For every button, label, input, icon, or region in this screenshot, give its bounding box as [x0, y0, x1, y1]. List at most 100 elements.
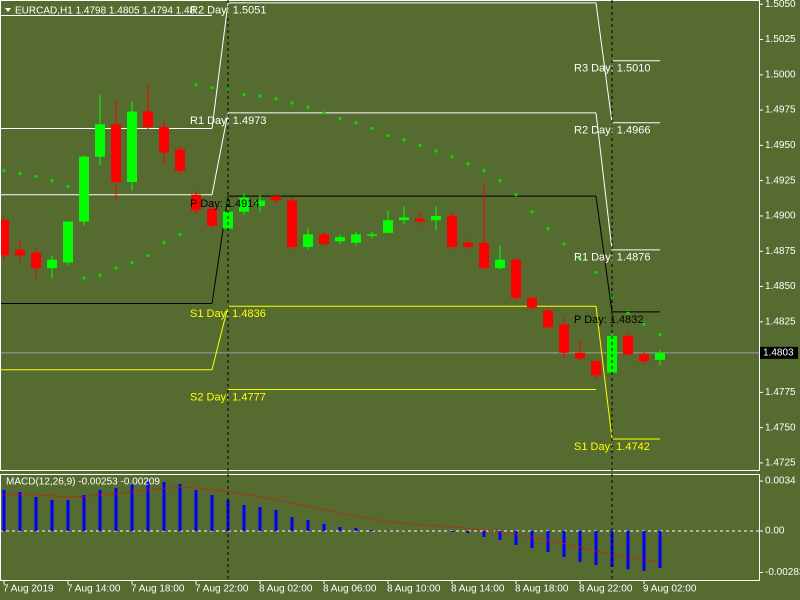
- macd-bar: [530, 530, 534, 548]
- y-tick-label: 0.0034: [765, 476, 796, 487]
- macd-bar: [66, 499, 70, 531]
- sar-dot: [114, 266, 118, 270]
- macd-bar: [146, 481, 150, 531]
- candle-body: [479, 242, 489, 269]
- sar-dot: [178, 232, 182, 236]
- candle-body: [127, 111, 137, 183]
- sar-dot: [498, 179, 502, 183]
- sar-dot: [658, 332, 662, 337]
- macd-bar: [130, 483, 134, 531]
- macd-bar: [514, 530, 518, 545]
- sar-dot: [434, 149, 438, 153]
- sar-dot: [642, 323, 646, 327]
- x-tick-label: 8 Aug 14:00: [451, 584, 505, 595]
- candle-body: [431, 215, 441, 221]
- macd-bar: [354, 528, 358, 531]
- macd-title: MACD(12,26,9) -0.00253 -0.00209: [6, 477, 160, 488]
- macd-pane: [0, 481, 759, 571]
- y-tick-label: 1.5025: [765, 34, 796, 45]
- chart-title: EURCAD,H1 1.4798 1.4805 1.4794 1.48: [15, 6, 196, 17]
- sar-dot: [2, 169, 6, 173]
- macd-bar: [658, 530, 662, 569]
- candle-body: [319, 234, 329, 245]
- pivot-label: P Day: 1.4914: [190, 198, 260, 210]
- macd-bar: [34, 496, 38, 531]
- candle-body: [95, 124, 105, 157]
- sar-dot: [162, 241, 166, 245]
- candle-body: [399, 217, 409, 221]
- candle-body: [207, 208, 217, 226]
- candle-body: [591, 361, 601, 376]
- candle-body: [383, 220, 393, 233]
- macd-bar: [482, 530, 486, 537]
- macd-bar: [242, 504, 246, 531]
- candle-body: [655, 352, 665, 360]
- macd-bar: [194, 490, 198, 531]
- y-tick-label: 1.4950: [765, 140, 796, 151]
- sar-dot: [146, 253, 150, 258]
- macd-bar: [178, 483, 182, 531]
- y-tick-label: 1.4850: [765, 281, 796, 292]
- macd-bar: [466, 530, 470, 534]
- macd-bar: [18, 491, 22, 531]
- pivot-label: R2 Day: 1.5051: [190, 5, 266, 17]
- macd-bar: [594, 530, 598, 566]
- y-tick-label: 1.5050: [765, 0, 796, 10]
- sar-dot: [258, 94, 262, 98]
- sar-dot: [50, 179, 54, 183]
- y-tick-label: 1.4900: [765, 211, 796, 222]
- pivot-transition: [595, 2, 613, 123]
- signal-line: [3, 486, 661, 563]
- x-tick-label: 7 Aug 14:00: [67, 584, 121, 595]
- sar-dot: [626, 311, 630, 315]
- y-tick-label: 1.4825: [765, 316, 796, 327]
- macd-bar: [114, 487, 118, 531]
- candle-body: [191, 194, 201, 211]
- current-price-label: 1.4803: [763, 347, 794, 358]
- y-tick-label: -0.00283: [765, 567, 800, 578]
- macd-bar: [338, 527, 342, 531]
- sar-dot: [82, 276, 86, 280]
- candle-body: [559, 324, 569, 353]
- y-tick-label: 1.4725: [765, 458, 796, 469]
- price-pane: [0, 2, 759, 440]
- pivot-transition: [211, 306, 229, 370]
- sar-dot: [530, 210, 534, 214]
- sar-dot: [322, 111, 326, 115]
- y-tick-label: 1.5000: [765, 69, 796, 80]
- labels: EURCAD,H1 1.4798 1.4805 1.4794 1.48 MACD…: [3, 0, 800, 595]
- candle-body: [415, 218, 425, 222]
- sar-dot: [130, 260, 134, 265]
- macd-bar: [450, 530, 454, 532]
- candle-body: [271, 196, 281, 201]
- candle-body: [159, 127, 169, 153]
- axes: [0, 0, 763, 584]
- sar-dot: [482, 169, 486, 173]
- pivot-label: R1 Day: 1.4973: [190, 115, 266, 127]
- pivot-label: R3 Day: 1.5010: [574, 63, 650, 75]
- sar-dot: [210, 85, 214, 90]
- sar-dot: [546, 227, 550, 231]
- sar-dot: [290, 101, 294, 105]
- candle-body: [255, 200, 265, 207]
- sar-dot: [450, 155, 454, 159]
- macd-bar: [162, 481, 166, 531]
- price-frame: [0, 0, 760, 471]
- sar-dot: [578, 256, 582, 260]
- candle-body: [495, 259, 505, 269]
- candle-body: [0, 220, 9, 256]
- y-tick-label: 1.4875: [765, 246, 796, 257]
- candle-body: [239, 197, 249, 212]
- sar-dot: [194, 83, 198, 87]
- y-tick-label: 1.4750: [765, 422, 796, 433]
- x-tick-label: 8 Aug 22:00: [579, 584, 633, 595]
- pivot-label: R2 Day: 1.4966: [574, 125, 650, 137]
- candle-body: [543, 310, 553, 328]
- sar-dot: [562, 242, 566, 246]
- candle-body: [143, 111, 153, 128]
- x-tick-label: 7 Aug 18:00: [131, 584, 185, 595]
- menu-arrow: [5, 8, 11, 12]
- macd-bar: [50, 499, 54, 531]
- macd-bar: [98, 490, 102, 531]
- macd-bar: [306, 519, 310, 531]
